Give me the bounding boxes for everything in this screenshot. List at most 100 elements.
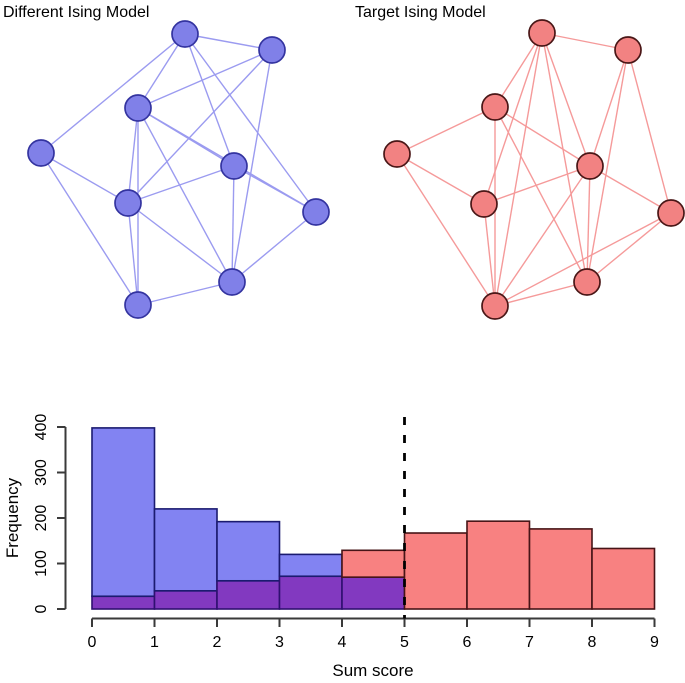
histogram-bar-overlap <box>91 595 156 610</box>
network-edge <box>494 212 672 307</box>
network-edge <box>40 152 139 306</box>
network-edge <box>137 281 233 306</box>
x-tick-label: 5 <box>400 634 409 651</box>
network-edge <box>231 165 235 283</box>
network-node <box>302 198 330 226</box>
network-node <box>573 268 601 296</box>
network-nodes-target <box>383 19 685 320</box>
network-edges-target <box>396 32 672 307</box>
x-tick-label: 1 <box>150 634 159 651</box>
histogram-bar-red <box>341 549 406 578</box>
network-edge <box>184 33 273 51</box>
x-tick-label: 9 <box>650 634 659 651</box>
panel-title-different: Different Ising Model <box>3 4 149 21</box>
network-edge <box>184 33 317 213</box>
network-edge <box>127 165 235 204</box>
network-edge <box>589 49 629 167</box>
y-axis-label: Frequency <box>3 477 22 558</box>
network-edge <box>483 165 591 205</box>
network-edge <box>494 165 591 307</box>
histogram-bar-overlap <box>341 576 406 610</box>
network-edge <box>494 32 543 108</box>
network-edge <box>396 153 496 307</box>
network-edge <box>184 33 235 167</box>
network-edge <box>589 165 672 214</box>
network-nodes-different <box>27 20 330 319</box>
network-edge <box>231 211 317 283</box>
x-tick-label: 8 <box>588 634 597 651</box>
network-edge <box>627 49 672 214</box>
histogram-bar-blue <box>91 427 156 598</box>
y-tick-label: 400 <box>33 414 50 441</box>
histogram-bar-red <box>591 547 656 610</box>
network-edge <box>541 32 629 51</box>
network-node <box>171 20 199 48</box>
network-edge <box>40 152 129 204</box>
x-tick-label: 2 <box>213 634 222 651</box>
network-edge <box>541 32 588 283</box>
network-edge <box>231 49 273 283</box>
x-tick-label: 3 <box>275 634 284 651</box>
histogram-bar-overlap <box>216 579 281 610</box>
network-node <box>481 93 509 121</box>
panel-title-target: Target Ising Model <box>355 4 486 21</box>
y-tick-label: 0 <box>33 604 50 613</box>
network-edge <box>40 33 186 154</box>
histogram-axes: 0 100 200 300 400 0 1 2 3 4 5 6 7 8 9 <box>33 414 659 651</box>
histogram-bar-red <box>528 528 593 610</box>
network-node <box>124 291 152 319</box>
network-edge <box>127 107 139 204</box>
network-panel-different: Different Ising Model <box>3 4 330 319</box>
histogram-bar-red <box>466 520 531 610</box>
network-edge <box>127 202 233 283</box>
network-edge <box>396 153 485 205</box>
network-edge <box>494 281 588 307</box>
histogram-bar-red <box>403 532 468 610</box>
network-panel-target: Target Ising Model <box>355 4 685 320</box>
network-node <box>27 139 55 167</box>
network-node <box>258 36 286 64</box>
x-tick-label: 0 <box>88 634 97 651</box>
histogram-bar-overlap <box>153 590 218 610</box>
x-tick-label: 6 <box>463 634 472 651</box>
histogram-bar-blue <box>153 508 218 592</box>
histogram-bar-blue <box>216 520 281 582</box>
network-node <box>218 268 246 296</box>
network-edge <box>494 106 591 167</box>
network-node <box>528 19 556 47</box>
y-tick-label: 200 <box>33 505 50 532</box>
network-node <box>576 152 604 180</box>
network-node <box>657 199 685 227</box>
network-edge <box>127 49 273 204</box>
network-edge <box>494 32 543 307</box>
network-node <box>114 189 142 217</box>
network-node <box>383 140 411 168</box>
y-tick-label: 100 <box>33 550 50 577</box>
network-edge <box>137 33 186 109</box>
network-node <box>220 152 248 180</box>
network-edge <box>137 107 233 283</box>
histogram-panel: 0 100 200 300 400 0 1 2 3 4 5 6 7 8 9 Frequency Sum sc… <box>3 414 659 680</box>
histogram-bar-blue <box>278 553 343 578</box>
histogram-bar-overlap <box>278 575 343 610</box>
x-axis-label: Sum score <box>332 661 413 680</box>
network-edge <box>483 203 496 307</box>
network-edge <box>233 165 317 213</box>
network-node <box>481 292 509 320</box>
x-tick-label: 4 <box>338 634 347 651</box>
histogram-bars <box>91 427 656 610</box>
network-edge <box>586 212 672 283</box>
network-node <box>470 190 498 218</box>
network-edge <box>396 106 496 155</box>
y-tick-label: 300 <box>33 459 50 486</box>
network-edge <box>494 106 588 283</box>
network-edge <box>586 165 591 283</box>
network-edge <box>586 49 629 283</box>
network-edge <box>541 32 591 167</box>
network-edge <box>127 202 139 306</box>
network-edge <box>137 49 273 109</box>
network-node <box>124 94 152 122</box>
x-tick-label: 7 <box>525 634 534 651</box>
network-node <box>614 36 642 64</box>
